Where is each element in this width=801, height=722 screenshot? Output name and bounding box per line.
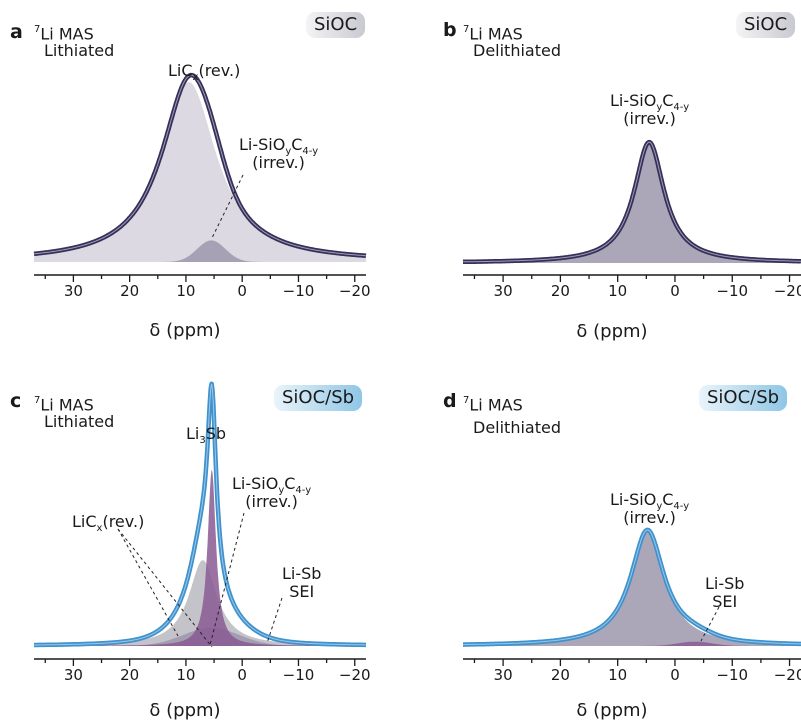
sample-badge: SiOC	[306, 12, 366, 38]
component-fill-1	[34, 560, 366, 646]
x-tick-label: −20	[339, 282, 371, 300]
x-tick-label: −20	[774, 282, 801, 300]
leader-line-2	[209, 512, 245, 646]
sample-state: Lithiated	[44, 412, 115, 431]
envelope-highlight	[463, 141, 801, 263]
x-tick-label: 20	[551, 666, 570, 684]
envelope-highlight	[34, 383, 366, 646]
x-tick-label: 30	[64, 666, 83, 684]
x-tick-label: 0	[237, 282, 247, 300]
panel-b: 30 20 10 0 −10 −20 b 7Li MAS Delithiated SiOC…	[401, 0, 801, 361]
x-tick-label: 0	[670, 666, 680, 684]
sample-state: Delithiated	[473, 418, 561, 437]
nucleus-label: 7Li MAS	[463, 395, 523, 415]
x-tick-label: 30	[494, 666, 513, 684]
x-axis-label: δ (ppm)	[576, 321, 648, 342]
component-fill-3	[34, 469, 366, 646]
x-tick-label: 10	[608, 282, 627, 300]
x-axis-label: δ (ppm)	[149, 700, 221, 721]
x-tick-label: 10	[176, 666, 195, 684]
component-fill-2	[463, 641, 801, 646]
leader-line-0	[117, 528, 213, 648]
panel-d: 30 20 10 0 −10 −20 d 7Li MAS Delithiated SiOC…	[401, 361, 801, 722]
panel-c-chart: 30 20 10 0 −10 −20	[32, 381, 371, 684]
nucleus-label: 7Li MAS	[34, 24, 94, 44]
sample-state: Delithiated	[473, 41, 561, 60]
sample-badge: SiOC/Sb	[274, 385, 363, 411]
annotation-licx: LiCx(rev.)	[72, 512, 145, 535]
x-tick-label: −10	[716, 666, 748, 684]
x-tick-label: 30	[64, 282, 83, 300]
leader-line-0	[700, 606, 720, 642]
sample-badge: SiOC	[736, 12, 796, 38]
annotation-li-sioc: Li-SiOyC4-y (irrev.)	[239, 135, 319, 172]
component-fill-1	[34, 82, 366, 262]
x-axis-label: δ (ppm)	[576, 700, 648, 721]
annotation-licx: LiCx(rev.)	[168, 61, 241, 84]
panel-a-chart: 30 20 10 0 −10 −20	[32, 72, 371, 300]
panel-label: b	[443, 19, 457, 41]
sample-badge: SiOC/Sb	[699, 385, 788, 411]
panel-label: d	[443, 390, 457, 412]
panel-label: a	[10, 21, 23, 43]
leader-line-3	[266, 597, 283, 644]
x-tick-label: −10	[283, 282, 315, 300]
panel-a: 30 20 10 0 −10 −20 a 7Li MAS Lithiated SiOC L…	[0, 0, 400, 361]
sample-state: Lithiated	[44, 41, 115, 60]
annotation-li-sioc: Li-SiOyC4-y (irrev.)	[610, 91, 690, 128]
component-fill-2	[34, 240, 366, 262]
x-tick-label: 10	[608, 666, 627, 684]
leader-line-1	[117, 528, 179, 637]
x-tick-label: 30	[494, 282, 513, 300]
x-tick-label: 20	[120, 666, 139, 684]
x-tick-label: −10	[716, 282, 748, 300]
x-axis-label: δ (ppm)	[149, 320, 221, 341]
x-tick-label: 0	[670, 282, 680, 300]
x-tick-label: 20	[551, 282, 570, 300]
component-fill-1	[463, 530, 801, 646]
nucleus-label: 7Li MAS	[463, 24, 523, 44]
envelope-highlight	[33, 74, 367, 257]
panel-c: 30 20 10 0 −10 −20 c 7Li MAS Lithiated SiOC/S…	[0, 361, 400, 722]
annotation-li-sioc: Li-SiOyC4-y (irrev.)	[610, 490, 690, 527]
annotation-li-sb-sei: Li-Sb SEI	[282, 564, 322, 601]
panel-b-chart: 30 20 10 0 −10 −20	[461, 139, 801, 300]
annotation-li-sb-sei: Li-Sb SEI	[705, 574, 745, 611]
annotation-li-sioc: Li-SiOyC4-y (irrev.)	[232, 474, 312, 511]
x-tick-label: 10	[176, 282, 195, 300]
x-tick-label: −20	[774, 666, 801, 684]
panel-d-chart: 30 20 10 0 −10 −20	[461, 527, 801, 684]
x-tick-label: −20	[339, 666, 371, 684]
annotation-li3sb: Li3Sb	[186, 424, 227, 447]
panel-label: c	[10, 390, 22, 412]
x-tick-label: −10	[283, 666, 315, 684]
x-tick-label: 0	[237, 666, 247, 684]
x-tick-label: 20	[120, 282, 139, 300]
envelope-highlight	[463, 529, 801, 646]
nucleus-label: 7Li MAS	[34, 395, 94, 415]
